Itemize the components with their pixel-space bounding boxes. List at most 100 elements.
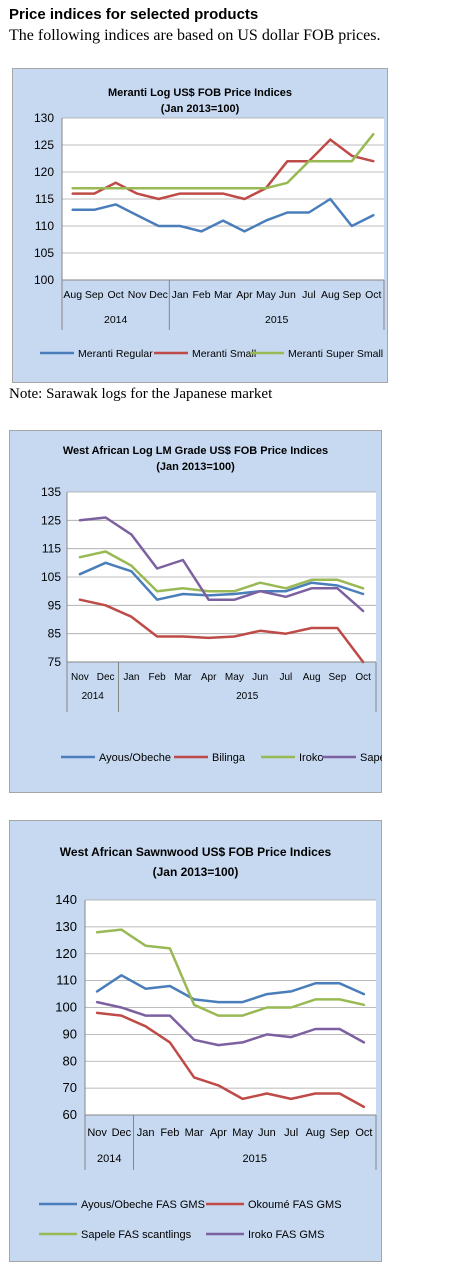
chart0-series-line	[71, 132, 375, 190]
chart1-series-line	[78, 598, 365, 664]
chart2-title: West African Sawnwood US$ FOB Price Indi…	[60, 845, 332, 859]
chart2-y-tick-label: 90	[63, 1026, 77, 1041]
chart1-y-tick-label: 105	[41, 570, 61, 584]
chart2-category-label: Nov	[87, 1127, 107, 1139]
chart0-series-line	[71, 197, 375, 233]
chart1-series-line	[78, 561, 365, 601]
chart1-y-tick-label: 125	[41, 513, 61, 527]
chart0-y-tick-label: 125	[34, 138, 54, 152]
meranti-log-chart: 100 105 110 115 120 125 130 Meranti Log US$ FOB…	[12, 68, 388, 383]
chart0-category-label: Oct	[107, 289, 123, 301]
chart0-legend-label: Meranti Super Small	[288, 348, 383, 360]
page-subtitle: The following indices are based on US do…	[9, 27, 381, 44]
chart0-y-tick-label: 105	[34, 246, 54, 260]
chart1-series-line	[78, 550, 365, 593]
chart0-year-label: 2014	[104, 314, 128, 326]
chart1-subtitle: (Jan 2013=100)	[156, 461, 235, 473]
chart0-subtitle: (Jan 2013=100)	[161, 103, 240, 115]
chart1-y-tick-label: 115	[42, 542, 61, 556]
chart0-category-label: Jul	[302, 289, 315, 301]
west-african-sawnwood-chart: 60 70 80 90 100 110 120 130 140 West African Sawn…	[9, 820, 382, 1262]
chart2-y-tick-label: 140	[55, 892, 77, 907]
chart1-category-label: Nov	[71, 672, 89, 683]
chart0-category-label: Apr	[236, 289, 253, 301]
chart0-y-tick-label: 110	[35, 219, 54, 233]
chart2-y-tick-label: 70	[63, 1080, 77, 1095]
chart1-legend-label: Sapele	[360, 752, 382, 764]
chart1-year-label: 2015	[236, 691, 259, 702]
chart1-category-label: Jul	[279, 672, 292, 683]
chart1-category-label: Aug	[303, 672, 321, 683]
chart0-legend-label: Meranti Regular	[78, 348, 153, 360]
chart2-category-label: Sep	[330, 1127, 350, 1139]
chart2-subtitle: (Jan 2013=100)	[153, 865, 239, 879]
west-african-log-chart: 75 85 95 105 115 125 135 West African Log LM Gr…	[9, 430, 382, 793]
chart1-y-tick-label: 95	[48, 598, 62, 612]
chart0-y-tick-label: 120	[34, 165, 54, 179]
chart0-series-line	[71, 138, 375, 201]
chart1-category-label: Dec	[97, 672, 115, 683]
chart1-title: West African Log LM Grade US$ FOB Price …	[63, 445, 328, 457]
chart1-category-label: Feb	[149, 672, 167, 683]
chart1-category-label: Sep	[328, 672, 346, 683]
chart0-category-label: Oct	[365, 289, 381, 301]
chart1-legend-label: Iroko	[299, 752, 323, 764]
chart0-category-label: Aug	[63, 289, 82, 301]
chart1-category-label: Oct	[355, 672, 371, 683]
chart2-legend-label: Sapele FAS scantlings	[81, 1229, 192, 1241]
chart-note: Note: Sarawak logs for the Japanese mark…	[9, 386, 273, 402]
chart2-category-label: Jun	[258, 1127, 276, 1139]
chart1-y-tick-label: 85	[48, 627, 62, 641]
chart0-category-label: Dec	[149, 289, 168, 301]
chart0-title: Meranti Log US$ FOB Price Indices	[108, 87, 292, 99]
chart0-category-label: Mar	[214, 289, 233, 301]
chart2-category-label: Oct	[355, 1127, 372, 1139]
chart0-category-label: Sep	[342, 289, 361, 301]
chart2-category-label: May	[232, 1127, 253, 1139]
chart1-y-tick-label: 75	[48, 655, 62, 669]
chart2-series-line	[95, 928, 366, 1017]
chart1-category-label: May	[225, 672, 244, 683]
chart1-legend-label: Ayous/Obeche	[99, 752, 171, 764]
chart2-y-tick-label: 110	[56, 973, 77, 988]
chart1-legend-label: Bilinga	[212, 752, 246, 764]
chart0-category-label: Nov	[128, 289, 147, 301]
chart1-category-label: Jun	[252, 672, 268, 683]
chart0-y-tick-label: 115	[35, 192, 54, 206]
chart2-series-line	[95, 1000, 366, 1047]
chart2-category-label: Apr	[210, 1127, 227, 1139]
chart0-y-tick-label: 100	[34, 273, 54, 287]
chart2-category-label: Dec	[112, 1127, 132, 1139]
chart2-y-tick-label: 60	[63, 1107, 77, 1122]
chart2-y-tick-label: 130	[55, 919, 77, 934]
chart2-category-label: Aug	[306, 1127, 326, 1139]
chart1-y-tick-label: 135	[41, 485, 61, 499]
chart2-legend-label: Okoumé FAS GMS	[248, 1199, 342, 1211]
chart0-category-label: Aug	[321, 289, 340, 301]
chart0-category-label: Sep	[85, 289, 104, 301]
chart2-y-tick-label: 80	[63, 1053, 77, 1068]
chart2-category-label: Jul	[284, 1127, 298, 1139]
chart2-y-tick-label: 120	[55, 946, 77, 961]
chart2-category-label: Feb	[160, 1127, 179, 1139]
chart0-y-tick-label: 130	[34, 111, 54, 125]
chart0-category-label: Jan	[172, 289, 189, 301]
chart0-category-label: Jun	[279, 289, 296, 301]
page-title: Price indices for selected products	[9, 6, 259, 23]
chart2-year-label: 2015	[243, 1153, 267, 1165]
chart2-category-label: Jan	[137, 1127, 155, 1139]
chart2-series-line	[95, 1011, 366, 1109]
chart2-legend-label: Iroko FAS GMS	[248, 1229, 324, 1241]
chart0-legend-label: Meranti Small	[192, 348, 256, 360]
chart2-y-tick-label: 100	[55, 1000, 77, 1015]
chart1-category-label: Mar	[174, 672, 192, 683]
chart2-series-line	[95, 974, 366, 1004]
chart2-legend-label: Ayous/Obeche FAS GMS	[81, 1199, 205, 1211]
chart2-category-label: Mar	[185, 1127, 204, 1139]
chart0-category-label: May	[256, 289, 277, 301]
chart2-year-label: 2014	[97, 1153, 121, 1165]
chart1-series-line	[78, 516, 365, 613]
chart0-year-label: 2015	[265, 314, 289, 326]
chart1-category-label: Jan	[123, 672, 139, 683]
chart1-year-label: 2014	[82, 691, 105, 702]
